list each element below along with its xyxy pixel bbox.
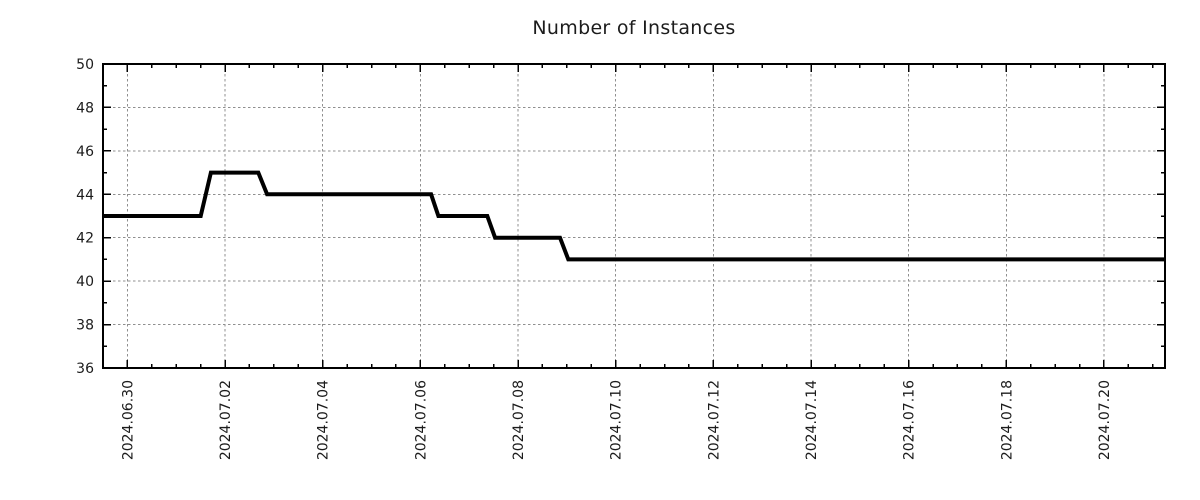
- y-tick-label: 46: [76, 144, 94, 160]
- plot-border: [102, 63, 1166, 369]
- y-tick-label: 48: [76, 100, 94, 116]
- series-line: [103, 170, 1165, 262]
- y-tick-label: 44: [76, 187, 94, 203]
- x-tick-label: 2024.07.02: [218, 380, 234, 460]
- x-tick-label: 2024.07.04: [316, 380, 332, 460]
- x-tick-label: 2024.07.16: [902, 380, 918, 460]
- x-tick-label: 2024.07.06: [413, 380, 429, 460]
- x-tick-label: 2024.07.14: [804, 380, 820, 460]
- x-tick-label: 2024.07.12: [706, 380, 722, 460]
- x-tick-label: 2024.07.08: [511, 380, 527, 460]
- y-tick-label: 40: [76, 274, 94, 290]
- chart-title: Number of Instances: [532, 17, 736, 39]
- x-tick-label: 2024.07.10: [609, 380, 625, 460]
- y-tick-label: 42: [76, 231, 94, 247]
- y-tick-label: 38: [76, 318, 94, 334]
- y-tick-label: 50: [76, 57, 94, 73]
- x-tick-label: 2024.07.20: [1097, 380, 1113, 460]
- y-tick-label: 36: [76, 361, 94, 377]
- x-tick-label: 2024.06.30: [120, 380, 136, 460]
- x-tick-label: 2024.07.18: [999, 380, 1015, 460]
